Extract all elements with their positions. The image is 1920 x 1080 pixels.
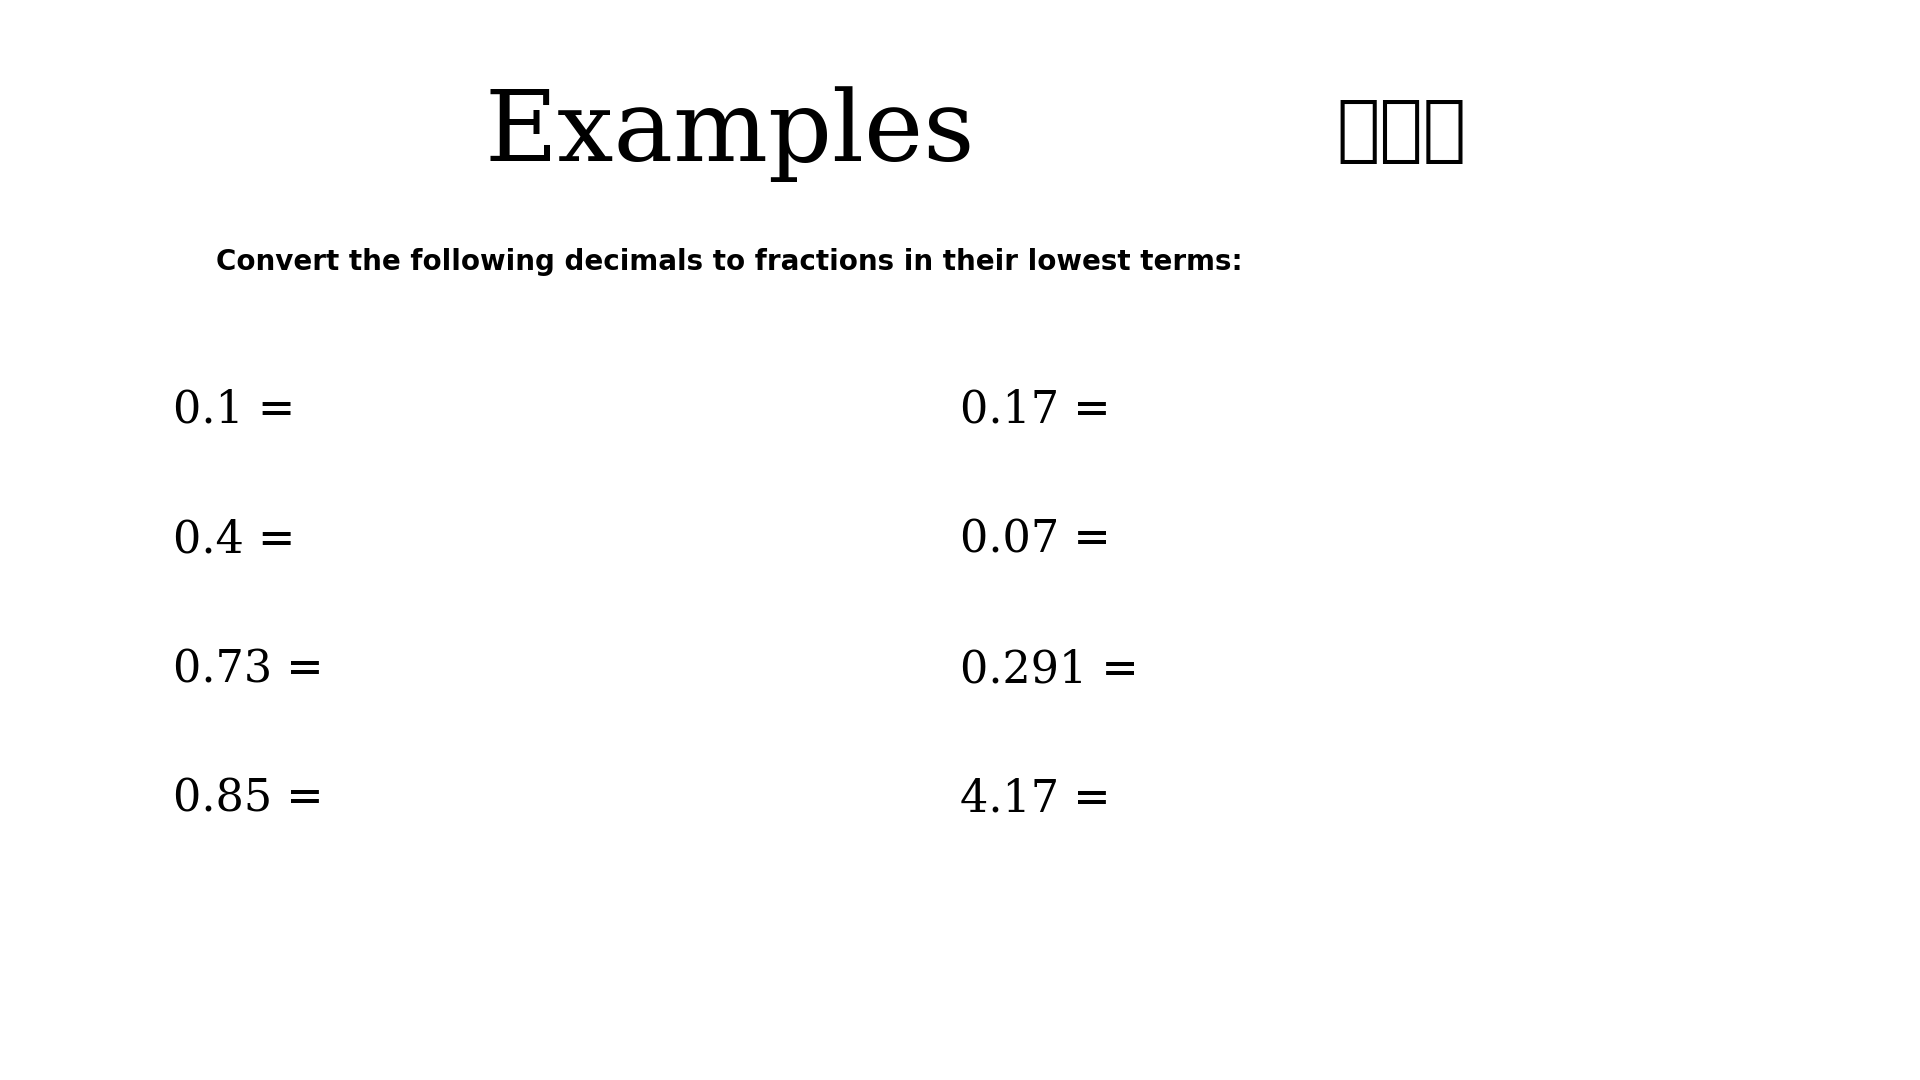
- Text: 4.17 =: 4.17 =: [960, 778, 1110, 821]
- Text: 0.17 =: 0.17 =: [960, 389, 1110, 432]
- Text: 0.4 =: 0.4 =: [173, 518, 296, 562]
- Text: 0.85 =: 0.85 =: [173, 778, 323, 821]
- Text: Examples: Examples: [484, 86, 975, 183]
- Text: 0.73 =: 0.73 =: [173, 648, 323, 691]
- Text: 0.07 =: 0.07 =: [960, 518, 1112, 562]
- Text: 0.1 =: 0.1 =: [173, 389, 296, 432]
- Text: 0.291 =: 0.291 =: [960, 648, 1139, 691]
- Text: Convert the following decimals to fractions in their lowest terms:: Convert the following decimals to fracti…: [217, 248, 1242, 276]
- Text: 🦆🦆🦆: 🦆🦆🦆: [1336, 97, 1467, 166]
